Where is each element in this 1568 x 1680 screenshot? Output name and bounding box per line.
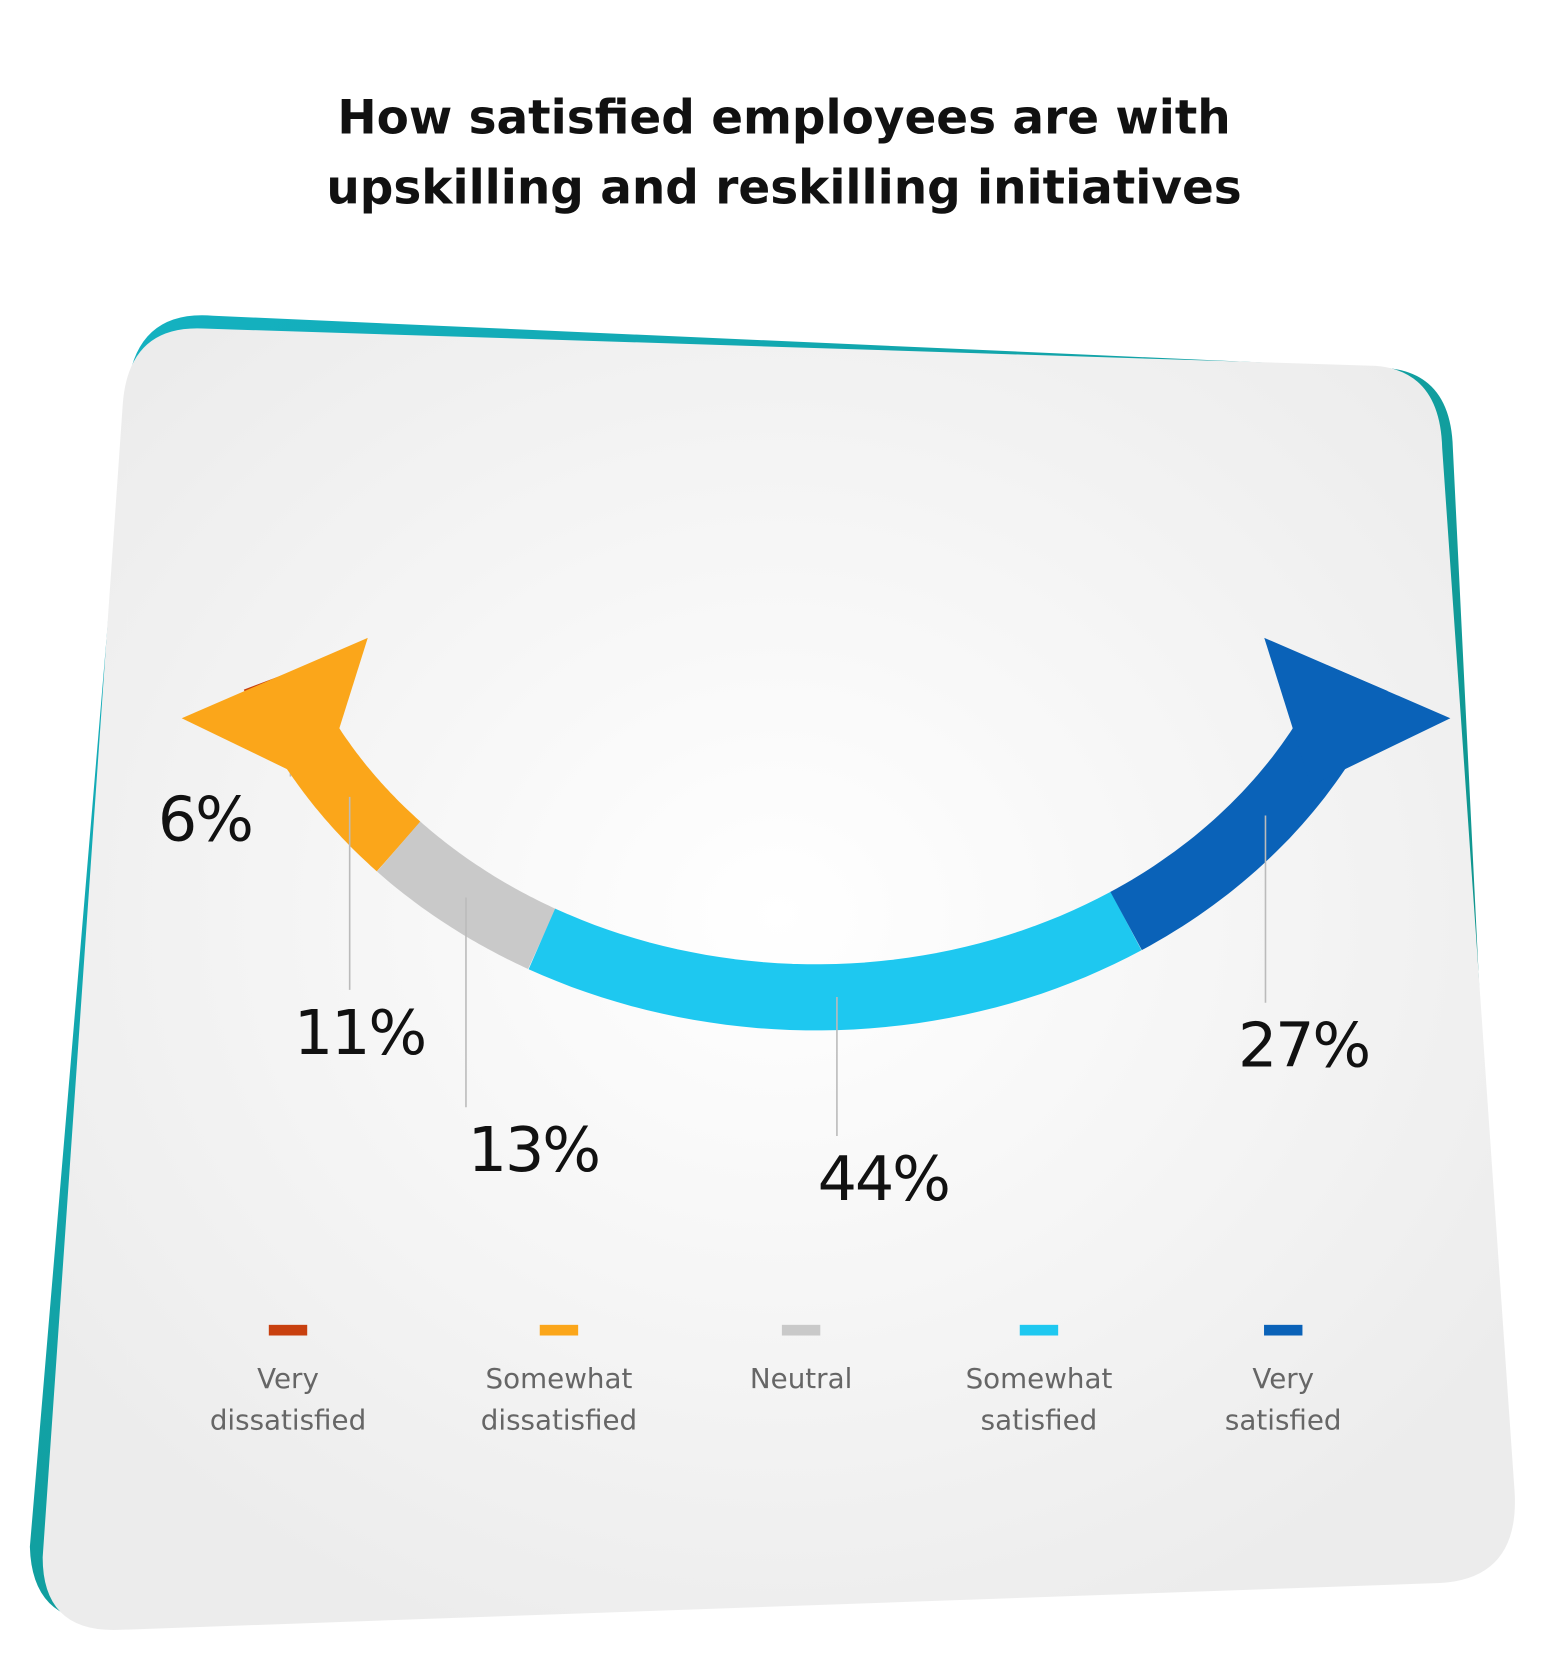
legend-swatch (781, 1324, 821, 1336)
legend-swatch (1019, 1324, 1059, 1336)
legend-label: Somewhat dissatisfied (480, 1363, 638, 1437)
value-label: 6% (157, 782, 254, 856)
legend-item: Somewhat dissatisfied (468, 1324, 649, 1442)
arc-segment (376, 821, 556, 969)
chart-title: How satisfied employees are with upskill… (326, 90, 1242, 216)
legend-item: Very dissatisfied (197, 1324, 378, 1442)
plot (181, 637, 1451, 1137)
arrow-head (1264, 637, 1451, 786)
arrow-head (181, 637, 368, 786)
legend-label: Very dissatisfied (209, 1363, 367, 1437)
legend-item: Neutral (710, 1324, 891, 1401)
legend-swatch (1264, 1324, 1303, 1336)
legend-label: Somewhat satisfied (965, 1363, 1113, 1437)
value-label: 44% (817, 1142, 951, 1215)
value-label: 13% (467, 1113, 601, 1187)
arc-segment (528, 891, 1142, 1031)
value-label: 11% (293, 996, 427, 1069)
legend-label: Neutral (749, 1363, 853, 1396)
legend-label: Very satisfied (1224, 1363, 1342, 1437)
legend-item: Very satisfied (1193, 1324, 1374, 1442)
legend-swatch (539, 1324, 579, 1336)
value-label: 27% (1237, 1009, 1371, 1082)
legend-swatch (268, 1324, 308, 1336)
legend-item: Somewhat satisfied (948, 1324, 1129, 1442)
